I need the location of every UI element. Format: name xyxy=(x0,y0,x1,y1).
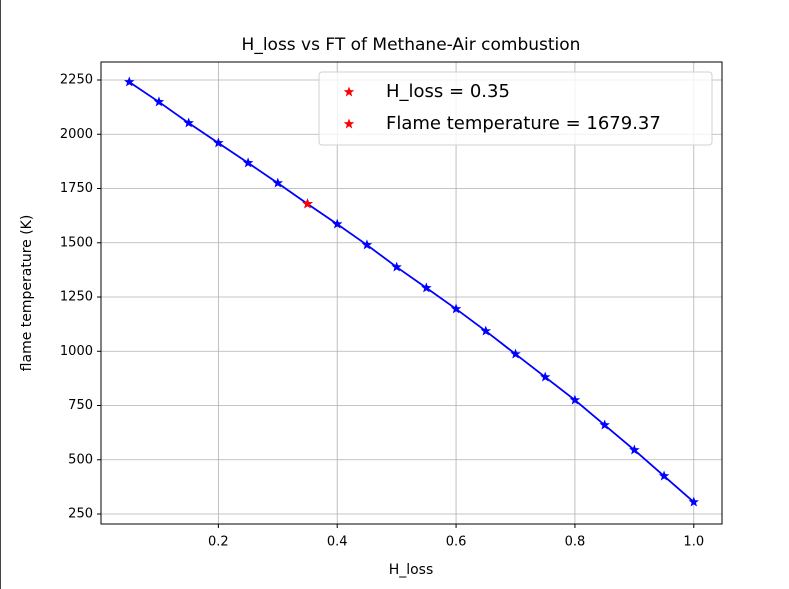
x-tick-label: 1.0 xyxy=(683,535,704,550)
legend-label: Flame temperature = 1679.37 xyxy=(386,113,661,134)
point-marker xyxy=(153,96,165,107)
point-marker xyxy=(213,137,224,148)
y-axis-label: flame temperature (K) xyxy=(19,215,35,372)
y-tick-label: 1500 xyxy=(60,235,93,250)
y-tick-label: 1250 xyxy=(60,290,93,305)
point-marker xyxy=(480,325,492,336)
point-marker xyxy=(183,117,194,128)
point-marker xyxy=(124,76,135,87)
legend-marker xyxy=(343,118,355,129)
x-tick-label: 0.4 xyxy=(327,535,348,550)
legend-label: H_loss = 0.35 xyxy=(386,81,510,102)
x-axis-label: H_loss xyxy=(389,562,434,578)
y-tick-label: 1750 xyxy=(60,181,93,196)
point-marker xyxy=(569,394,581,405)
y-tick-label: 500 xyxy=(68,452,93,467)
point-marker xyxy=(510,348,521,359)
y-tick-label: 1000 xyxy=(60,344,93,359)
point-marker xyxy=(658,470,670,481)
point-marker xyxy=(629,444,640,455)
x-tick-label: 0.8 xyxy=(565,535,586,550)
axes-frame xyxy=(100,61,723,525)
y-tick-label: 750 xyxy=(68,398,93,413)
line xyxy=(128,81,695,503)
point-marker xyxy=(599,419,610,430)
point-marker xyxy=(331,218,343,229)
x-tick-label: 0.2 xyxy=(208,535,229,550)
point-marker xyxy=(272,177,284,188)
x-tick-label: 0.6 xyxy=(446,535,467,550)
chart-title: H_loss vs FT of Methane-Air combustion xyxy=(242,35,581,55)
legend-box xyxy=(318,71,713,146)
point-marker xyxy=(391,261,402,272)
point-marker xyxy=(450,303,462,314)
point-marker xyxy=(242,157,254,168)
y-tick-label: 250 xyxy=(68,507,93,522)
point-marker xyxy=(421,282,432,293)
y-tick-label: 2000 xyxy=(60,127,93,142)
point-marker xyxy=(539,371,551,382)
point-marker xyxy=(688,496,699,507)
legend-marker xyxy=(343,86,355,97)
y-tick-label: 2250 xyxy=(60,73,93,88)
point-marker xyxy=(361,239,373,250)
point-marker xyxy=(302,198,313,209)
